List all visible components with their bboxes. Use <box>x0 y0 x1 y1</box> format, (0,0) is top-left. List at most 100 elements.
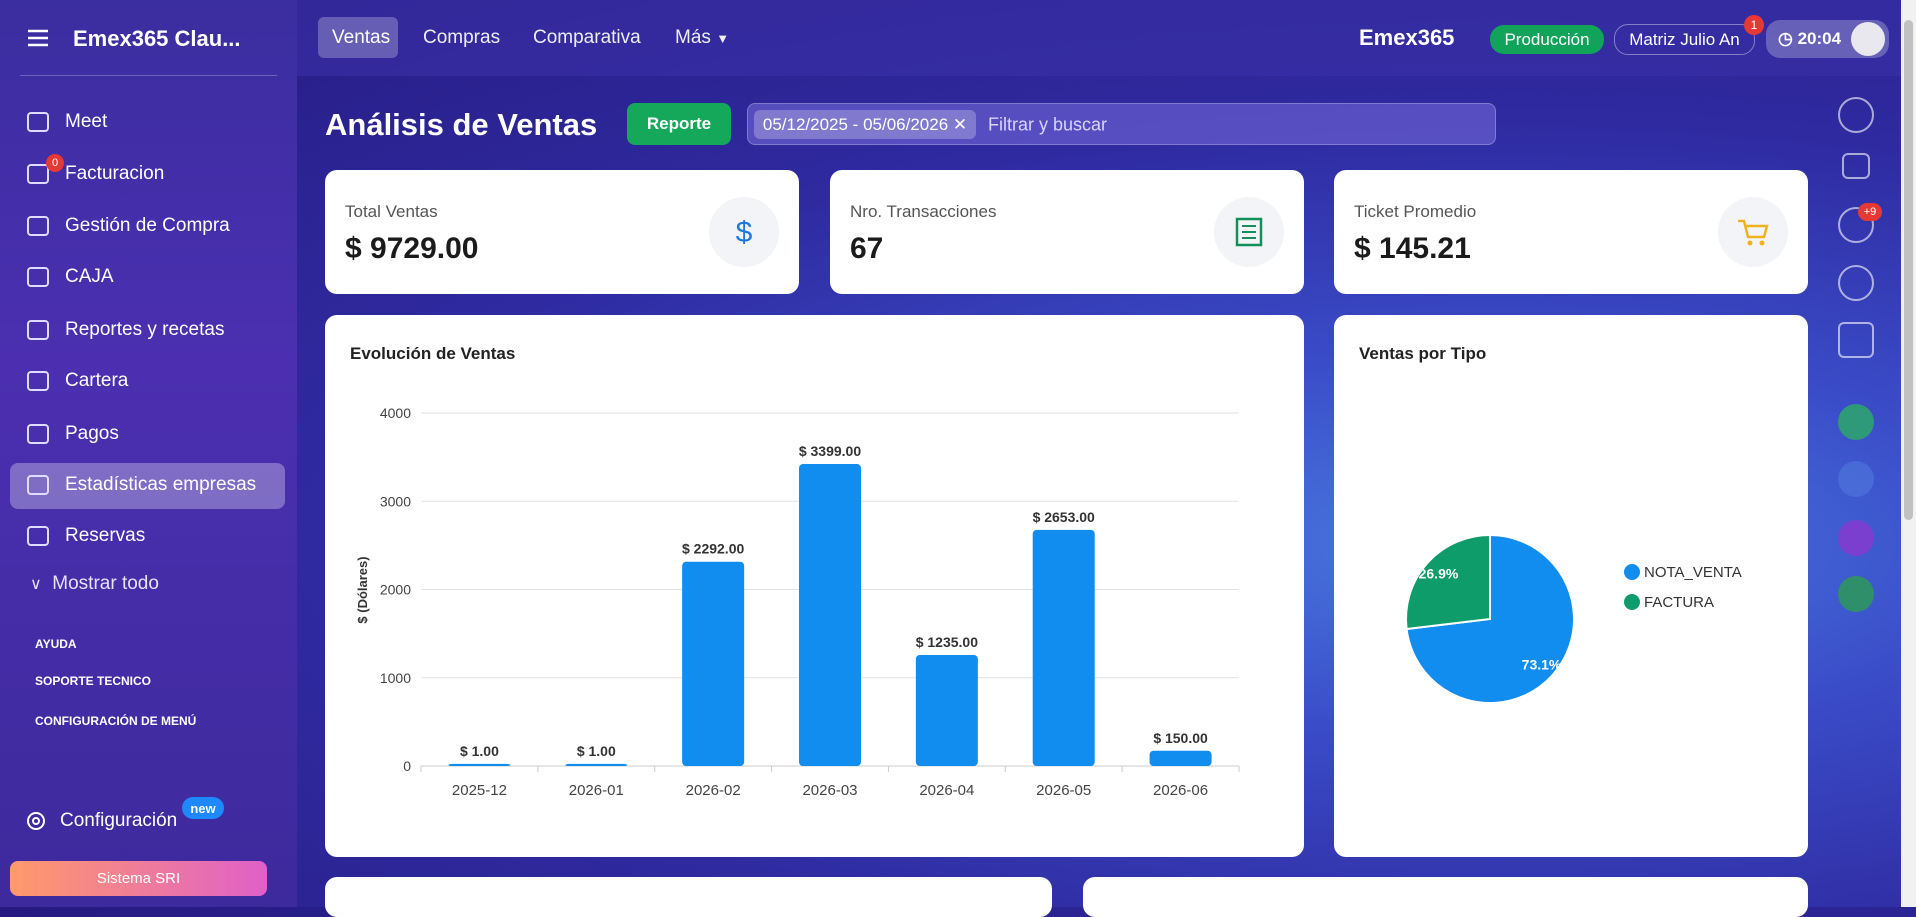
link[interactable]: SOPORTE TECNICO <box>35 674 152 688</box>
app-icon[interactable] <box>1838 404 1874 440</box>
nav-item[interactable]: Comparativa <box>533 27 641 48</box>
new-badge: new <box>182 797 224 819</box>
bar <box>915 655 978 766</box>
kpi-label: Total Ventas <box>345 202 438 221</box>
menu-item[interactable]: Reportes y recetas <box>65 319 225 340</box>
scrollbar <box>1901 0 1916 907</box>
kpi-value: $ 145.21 <box>1354 232 1471 265</box>
x-tick-label: 2026-06 <box>1153 782 1208 799</box>
kpi-card: Nro. Transacciones 67 <box>830 170 1304 294</box>
menu-item[interactable]: CAJA <box>65 266 114 287</box>
nav-item[interactable]: Ventas <box>332 27 391 48</box>
kpi-card: Ticket Promedio $ 145.21 <box>1334 170 1808 294</box>
value-label: $ 2292.00 <box>682 541 744 557</box>
menu-icon <box>27 112 49 132</box>
menu-item[interactable]: Reservas <box>65 525 146 546</box>
gear-icon <box>27 812 45 830</box>
avatar[interactable] <box>1851 22 1885 56</box>
legend-swatch <box>1624 564 1640 580</box>
kpi-label: Nro. Transacciones <box>850 202 997 221</box>
slice-label: 26.9% <box>1419 565 1459 581</box>
nav-item[interactable]: Más ▼ <box>675 27 730 48</box>
slice-label: 73.1% <box>1522 657 1562 673</box>
bar <box>1032 529 1095 766</box>
x-tick-label: 2025-12 <box>452 782 507 799</box>
branch[interactable]: Matriz Julio An <box>1614 24 1755 55</box>
search-icon[interactable] <box>1838 97 1874 133</box>
chart-card: Ventas por Tipo 73.1% NOTA_VENTA 26.9% FACTU… <box>1334 315 1808 857</box>
x-tick-label: 2026-04 <box>919 782 974 799</box>
menu-item[interactable]: Facturacion <box>65 163 165 184</box>
menu-icon <box>27 526 49 546</box>
value-label: $ 3399.00 <box>799 443 861 459</box>
y-tick-label: 2000 <box>380 582 411 598</box>
active-item <box>10 463 285 509</box>
legend-label[interactable]: NOTA_VENTA <box>1644 564 1742 581</box>
link[interactable]: CONFIGURACIÓN DE MENÚ <box>35 714 197 728</box>
kpi-value: 67 <box>850 232 884 265</box>
calendar-icon[interactable] <box>1838 322 1874 358</box>
filter-box[interactable] <box>747 103 1496 145</box>
app-icon[interactable] <box>1838 461 1874 497</box>
menu-icon <box>27 267 49 287</box>
divider <box>20 75 277 76</box>
date-text: 05/12/2025 - 05/06/2026 <box>762 114 949 134</box>
wallet-icon[interactable] <box>1842 153 1870 179</box>
bell-icon[interactable] <box>1838 207 1874 243</box>
y-tick-label: 3000 <box>380 493 411 509</box>
bar-chart: Evolución de Ventas $ (Dólares) 0 1000 2000 3… <box>350 344 1240 799</box>
card <box>325 877 1052 917</box>
menu-item[interactable]: Pagos <box>65 423 119 444</box>
play-icon[interactable] <box>1838 265 1874 301</box>
menu-icon[interactable] <box>26 28 50 48</box>
bar <box>448 763 511 766</box>
x-tick-label: 2026-01 <box>569 782 624 799</box>
y-tick-label: 4000 <box>380 405 411 421</box>
kpi-icon: $ <box>709 197 779 267</box>
menu-icon <box>27 424 49 444</box>
legend-swatch <box>1624 594 1640 610</box>
whatsapp-icon[interactable] <box>1838 576 1874 612</box>
environment[interactable]: Producción <box>1490 25 1604 54</box>
y-axis-label: $ (Dólares) <box>355 556 370 623</box>
bar <box>1149 750 1212 766</box>
value-label: $ 1.00 <box>577 743 616 759</box>
value-label: $ 1235.00 <box>916 634 978 650</box>
kpi-card: Total Ventas $ 9729.00 $ <box>325 170 799 294</box>
date-chip[interactable]: 05/12/2025 - 05/06/2026 ✕ <box>754 110 976 139</box>
notification-badge: +9 <box>1858 203 1882 221</box>
value-label: $ 150.00 <box>1153 730 1208 746</box>
sri-button[interactable]: Sistema SRI <box>10 861 267 896</box>
report-button[interactable]: Reporte <box>627 103 731 145</box>
menu-item[interactable]: Meet <box>65 111 108 132</box>
x-tick-label: 2026-03 <box>802 782 857 799</box>
kpi-icon <box>1718 197 1788 267</box>
x-tick-label: 2026-05 <box>1036 782 1091 799</box>
bar <box>565 763 628 766</box>
menu-item[interactable]: Estadísticas empresas <box>65 474 257 495</box>
menu-icon <box>27 320 49 340</box>
search-placeholder: Filtrar y buscar <box>988 114 1108 135</box>
nav-label: Más <box>675 27 711 48</box>
nav-active <box>318 17 398 58</box>
nav-item[interactable]: Compras <box>423 27 501 48</box>
menu-item[interactable]: Gestión de Compra <box>65 215 230 236</box>
show-all[interactable]: ∨ Mostrar todo <box>30 573 159 594</box>
settings[interactable]: Configuración <box>60 810 178 831</box>
app-icon[interactable] <box>1838 520 1874 556</box>
kpi-icon <box>1214 197 1284 267</box>
bar <box>682 561 745 766</box>
card <box>1083 877 1808 917</box>
pie-chart: Ventas por Tipo 73.1% NOTA_VENTA 26.9% FACTU… <box>1359 344 1742 704</box>
facturacion-badge: 0 <box>46 154 64 172</box>
company: Emex365 <box>1359 25 1455 50</box>
sidebar: Emex365 Clau... Meet Facturacion Gestión d… <box>0 0 297 907</box>
link[interactable]: AYUDA <box>35 637 77 651</box>
topbar <box>297 0 1901 76</box>
kpi-label: Ticket Promedio <box>1354 202 1477 221</box>
menu-item[interactable]: Cartera <box>65 370 129 391</box>
menu-icon <box>27 371 49 391</box>
chart-title: Ventas por Tipo <box>1359 344 1486 363</box>
legend-label[interactable]: FACTURA <box>1644 594 1714 611</box>
